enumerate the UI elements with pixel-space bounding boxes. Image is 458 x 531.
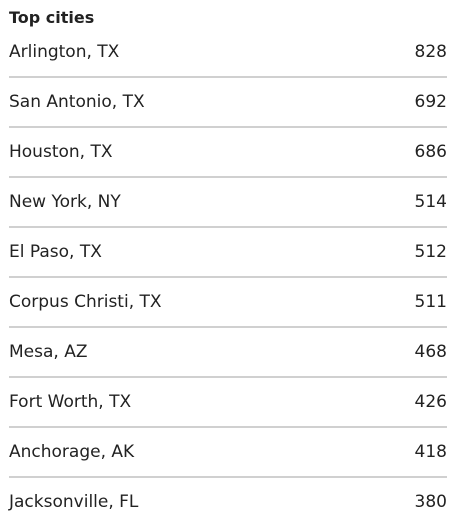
city-name: Corpus Christi, TX xyxy=(9,292,162,312)
city-row: Houston, TX 686 xyxy=(9,128,447,178)
city-count: 828 xyxy=(414,42,447,62)
city-name: Anchorage, AK xyxy=(9,442,135,462)
city-name: El Paso, TX xyxy=(9,242,102,262)
city-name: San Antonio, TX xyxy=(9,92,145,112)
city-count: 692 xyxy=(414,92,447,112)
city-name: New York, NY xyxy=(9,192,121,212)
city-count: 511 xyxy=(414,292,447,312)
city-count: 380 xyxy=(414,492,447,512)
panel-title: Top cities xyxy=(9,8,95,27)
city-row: Anchorage, AK 418 xyxy=(9,428,447,478)
city-name: Mesa, AZ xyxy=(9,342,88,362)
city-name: Arlington, TX xyxy=(9,42,120,62)
city-row: Mesa, AZ 468 xyxy=(9,328,447,378)
city-row: Corpus Christi, TX 511 xyxy=(9,278,447,328)
city-name: Jacksonville, FL xyxy=(9,492,139,512)
city-row: San Antonio, TX 692 xyxy=(9,78,447,128)
city-name: Houston, TX xyxy=(9,142,113,162)
city-row: Arlington, TX 828 xyxy=(9,28,447,78)
city-count: 468 xyxy=(414,342,447,362)
city-row: El Paso, TX 512 xyxy=(9,228,447,278)
city-count: 514 xyxy=(414,192,447,212)
city-count: 512 xyxy=(414,242,447,262)
city-list: Arlington, TX 828 San Antonio, TX 692 Housto… xyxy=(9,28,447,526)
city-row: Jacksonville, FL 380 xyxy=(9,478,447,526)
city-name: Fort Worth, TX xyxy=(9,392,132,412)
city-row: Fort Worth, TX 426 xyxy=(9,378,447,428)
city-count: 418 xyxy=(414,442,447,462)
city-row: New York, NY 514 xyxy=(9,178,447,228)
city-count: 426 xyxy=(414,392,447,412)
city-count: 686 xyxy=(414,142,447,162)
